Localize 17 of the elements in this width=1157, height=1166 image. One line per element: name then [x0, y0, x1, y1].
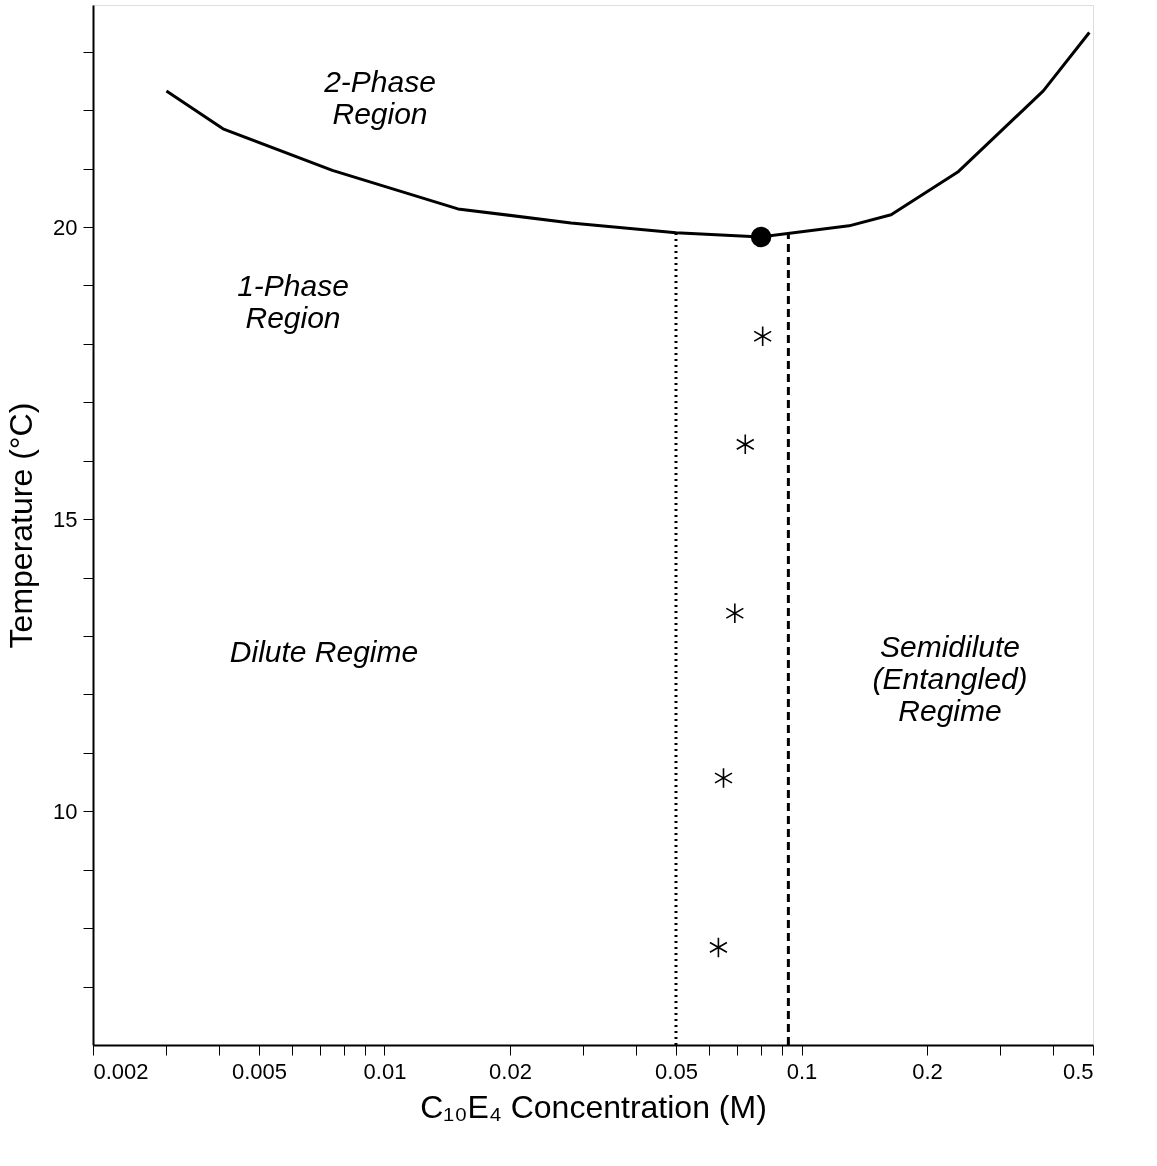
x-tick-label: 0.01: [363, 1058, 407, 1084]
annotation: 1-Phase Region: [237, 268, 349, 334]
annotation: Dilute Regime: [229, 634, 419, 668]
x-tick-label: 0.005: [231, 1058, 287, 1084]
y-tick-label: 15: [53, 506, 78, 532]
x-tick-label: 0.5: [1062, 1058, 1094, 1084]
x-tick-label: 0.2: [912, 1058, 943, 1084]
x-tick-label: 0.05: [655, 1058, 698, 1084]
x-tick-label: 0.1: [786, 1058, 818, 1084]
annotation: Semidilute (Entangled) Regime: [872, 629, 1028, 727]
x-axis-title: C₁₀E₄ Concentration (M): [420, 1088, 767, 1125]
y-tick-label: 10: [53, 798, 78, 824]
y-tick-label: 20: [53, 214, 78, 240]
annotation: 2-Phase Region: [323, 65, 436, 130]
y-axis-title: Temperature (°C): [3, 402, 40, 649]
x-tick-label: 0.002: [93, 1058, 149, 1084]
x-tick-label: 0.02: [489, 1058, 532, 1084]
